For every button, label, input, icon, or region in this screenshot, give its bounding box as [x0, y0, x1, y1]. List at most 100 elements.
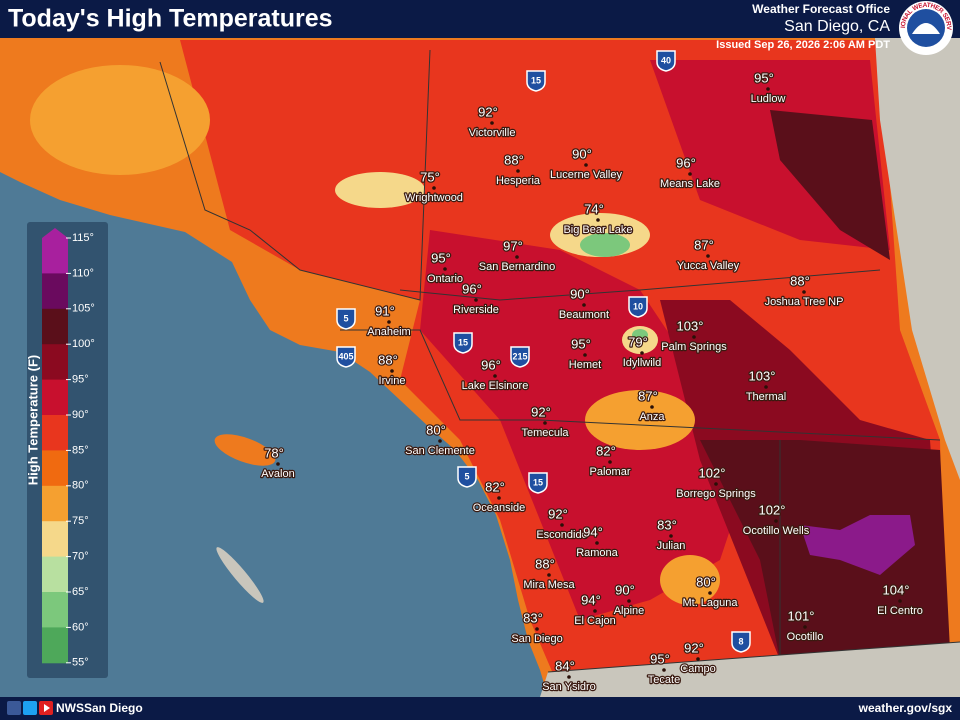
website[interactable]: weather.gov/sgx [858, 701, 953, 715]
legend-swatch [42, 379, 68, 416]
city-temp: 78° [264, 445, 284, 460]
social-handle: NWSSan Diego [56, 701, 143, 715]
city-name: Ludlow [751, 93, 786, 105]
city-name: Palm Springs [661, 341, 727, 353]
legend-swatch [42, 521, 68, 558]
city-temp: 104° [883, 582, 910, 597]
city-dot [774, 519, 778, 523]
facebook-icon[interactable] [7, 701, 21, 715]
city-name: Campo [680, 663, 715, 675]
city-dot [708, 591, 712, 595]
city-name: Mt. Laguna [682, 597, 738, 609]
highway-number: 5 [464, 471, 469, 481]
city-name: Beaumont [559, 309, 609, 321]
city-dot [669, 534, 673, 538]
city-temp: 90° [615, 582, 635, 597]
city-name: Alpine [614, 605, 645, 617]
city-name: Idyllwild [623, 357, 662, 369]
city-temp: 102° [759, 502, 786, 517]
city-temp: 92° [548, 506, 568, 521]
city-dot [764, 385, 768, 389]
city-dot [593, 609, 597, 613]
city-temp: 94° [581, 592, 601, 607]
legend-tick-label: 55° [72, 657, 89, 669]
city-temp: 92° [684, 640, 704, 655]
city-temp: 95° [650, 651, 670, 666]
city-temp: 90° [572, 146, 592, 161]
legend-tick-label: 65° [72, 586, 89, 598]
legend-swatch [42, 450, 68, 487]
city-temp: 80° [426, 422, 446, 437]
city-name: San Diego [511, 633, 562, 645]
highway-number: 15 [533, 477, 543, 487]
legend-tick-label: 70° [72, 551, 89, 563]
city-dot [608, 460, 612, 464]
city-name: Oceanside [473, 502, 526, 514]
city-name: San Ysidro [542, 681, 596, 693]
highway-shield [526, 70, 546, 92]
legend-swatch [42, 415, 68, 451]
city-temp: 74° [584, 201, 604, 216]
city-dot [692, 335, 696, 339]
city-temp: 87° [638, 388, 658, 403]
city-name: Borrego Springs [676, 488, 756, 500]
footer-bar [0, 697, 960, 720]
highway-shield [731, 631, 751, 653]
legend-tick-label: 115° [72, 232, 94, 244]
highway-shield [510, 346, 530, 368]
city-temp: 88° [790, 273, 810, 288]
city-temp: 96° [462, 281, 482, 296]
highway-shield [528, 472, 548, 494]
legend-tick-label: 100° [72, 338, 95, 350]
city-dot [688, 172, 692, 176]
city-name: Victorville [469, 127, 516, 139]
city-name: Joshua Tree NP [765, 296, 844, 308]
city-temp: 103° [677, 318, 704, 333]
city-dot [696, 657, 700, 661]
city-name: Anaheim [367, 326, 410, 338]
city-dot [640, 351, 644, 355]
legend-title: High Temperature (F) [25, 355, 40, 486]
city-temp: 87° [694, 237, 714, 252]
city-name: Lake Elsinore [462, 380, 529, 392]
legend-swatch [42, 556, 68, 593]
legend-tick-label: 85° [72, 444, 89, 456]
city-dot [714, 482, 718, 486]
city-temp: 92° [531, 404, 551, 419]
city-name: Riverside [453, 304, 499, 316]
legend-swatch [42, 238, 68, 274]
city-temp: 82° [485, 479, 505, 494]
city-dot [584, 163, 588, 167]
highway-number: 15 [531, 75, 541, 85]
city-name: Hesperia [496, 175, 541, 187]
city-name: Palomar [590, 466, 631, 478]
highway-number: 8 [738, 636, 743, 646]
city-temp: 94° [583, 524, 603, 539]
highway-shield [336, 346, 356, 368]
city-dot [543, 421, 547, 425]
office-label: Weather Forecast Office [752, 2, 890, 16]
city-dot [547, 573, 551, 577]
legend-tick-label: 80° [72, 480, 89, 492]
highway-shield [628, 296, 648, 318]
highway-shield [656, 50, 676, 72]
city-name: Means Lake [660, 178, 720, 190]
city-temp: 90° [570, 286, 590, 301]
city-temp: 79° [628, 334, 648, 349]
city-name: Big Bear Lake [563, 224, 632, 236]
twitter-icon[interactable] [23, 701, 37, 715]
highway-shield [453, 332, 473, 354]
city-name: Julian [657, 540, 686, 552]
youtube-glyph [44, 704, 50, 712]
city-name: San Clemente [405, 445, 475, 457]
city-temp: 92° [478, 104, 498, 119]
legend-swatch [42, 485, 68, 522]
mexico-terrain [540, 642, 960, 697]
highway-number: 5 [343, 313, 348, 323]
city-name: Ocotillo [787, 631, 824, 643]
city-temp: 83° [523, 610, 543, 625]
highway-number: 215 [512, 351, 527, 361]
city-name: Lucerne Valley [550, 169, 622, 181]
legend-swatch [42, 344, 68, 381]
